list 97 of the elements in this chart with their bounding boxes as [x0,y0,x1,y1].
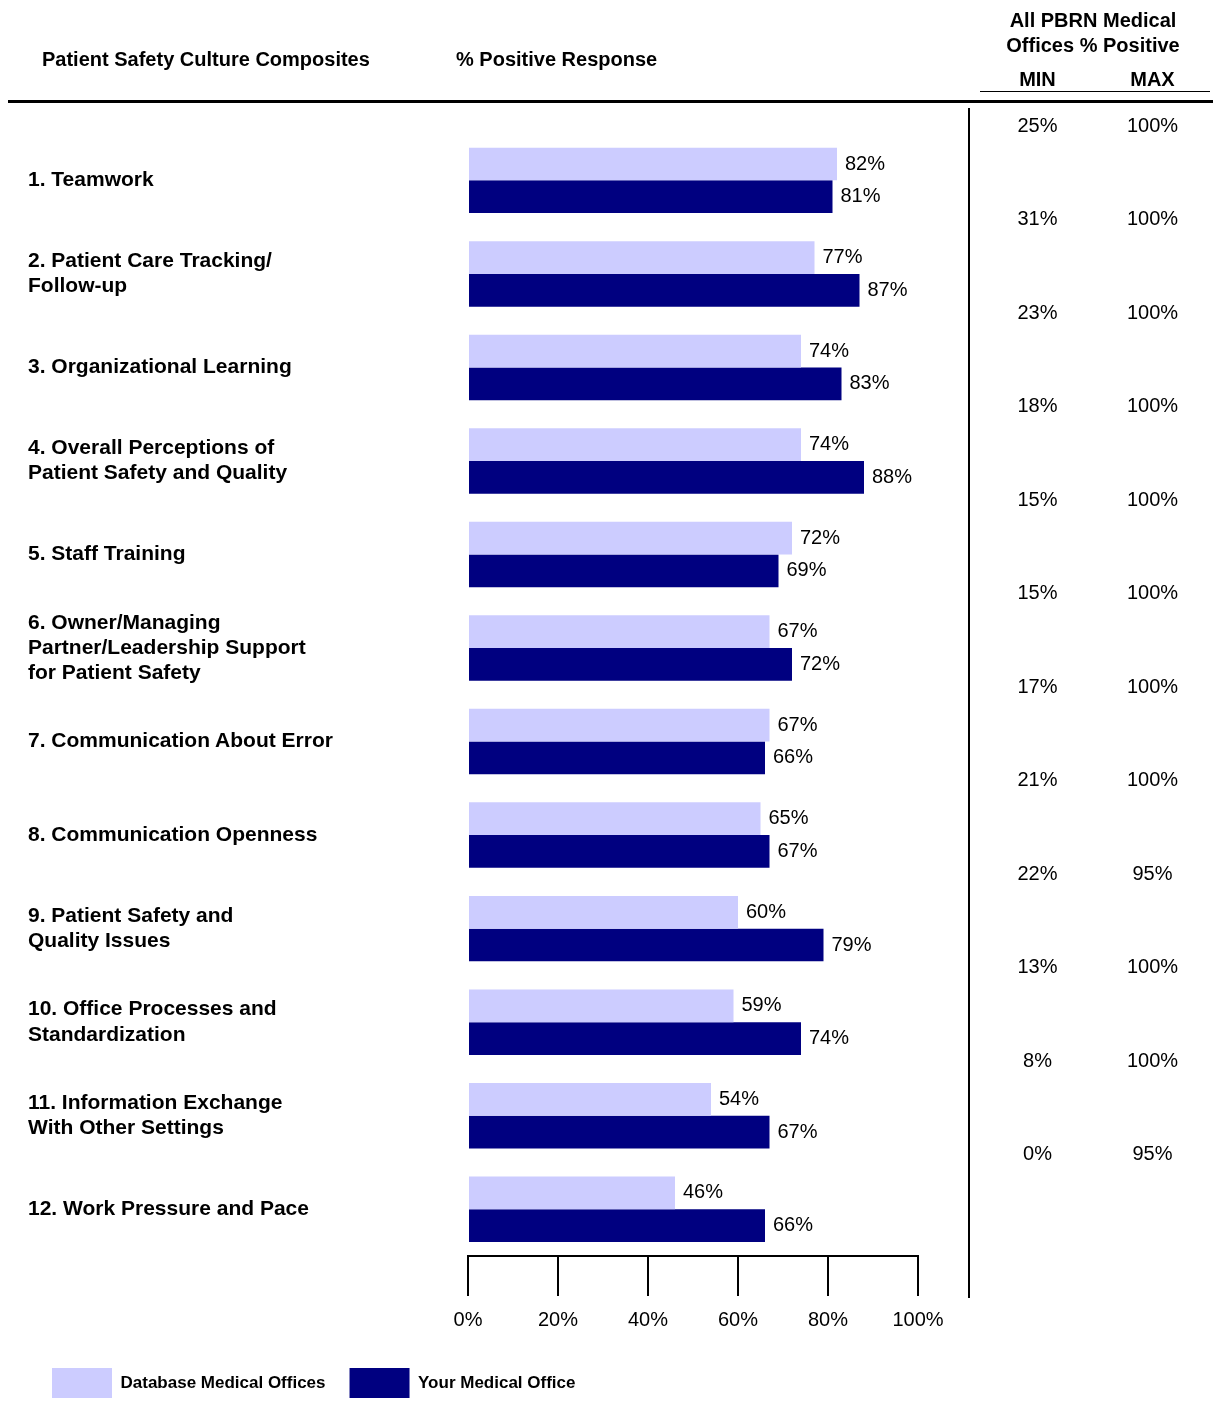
data-label: 65% [768,806,809,829]
x-tick-label: 100% [892,1307,944,1330]
text: 100% [1126,394,1179,417]
text: 100% [1126,300,1179,323]
data-label: 74% [809,338,850,361]
bar [469,147,837,181]
y-tick-label: 6. Owner/Managing Partner/Leadership Support for Patient Safety [28,609,306,684]
text: All PBRN Medical Offices % Positive [1005,8,1181,58]
y-axis-title: Patient Safety Culture Composites [42,48,370,71]
data-label: 60% [746,899,787,922]
bar [469,1022,801,1055]
bar [469,1115,770,1149]
text: 18% [1017,394,1058,417]
text: 100% [1126,207,1179,230]
data-label: 66% [773,1213,814,1236]
bar [469,367,842,401]
y-tick-label: 11. Information Exchange With Other Settings [28,1089,283,1139]
y-tick-label: 7. Communication About Error [28,728,333,752]
data-label: 83% [849,371,890,394]
text: 25% [1017,113,1058,136]
text: 21% [1017,768,1058,791]
text: 15% [1017,487,1058,510]
bar [469,928,824,962]
data-label: 54% [719,1086,760,1109]
data-label: 67% [777,1119,818,1142]
y-tick-label: 5. Staff Training [28,541,186,565]
bar [469,741,765,775]
x-tick-label: 80% [807,1307,849,1330]
text: 23% [1017,300,1058,323]
data-label: 87% [867,277,908,300]
text: 100% [1126,487,1179,510]
text: 100% [1126,113,1179,136]
data-label: 66% [773,745,814,768]
text: 100% [1126,768,1179,791]
text: 17% [1017,674,1058,697]
y-tick-label: 9. Patient Safety and Quality Issues [28,902,234,952]
text: 95% [1132,861,1173,884]
x-tick-label: 40% [627,1307,669,1330]
data-label: 77% [822,245,863,268]
category-label: MAX [1129,68,1176,91]
data-label: 88% [872,464,913,487]
bar [469,1176,675,1210]
data-label: 59% [741,993,782,1016]
y-tick-label: 8. Communication Openness [28,821,318,845]
x-tick-label: 0% [453,1307,483,1330]
bar [469,615,770,649]
text: 22% [1017,861,1058,884]
text: 100% [1126,955,1179,978]
bar [469,460,864,494]
bar [469,835,770,868]
x-tick-label: 20% [537,1307,579,1330]
y-tick-label: 1. Teamwork [28,167,154,191]
bar [469,802,761,836]
bar [469,521,792,555]
text: 100% [1126,581,1179,604]
data-label: 82% [845,151,886,174]
legend-label: Database Medical Offices [120,1372,326,1392]
bar [469,895,738,929]
y-tick-label: 12. Work Pressure and Pace [28,1196,309,1220]
text: 95% [1132,1142,1173,1165]
text: 31% [1017,207,1058,230]
data-label: 69% [786,558,827,581]
text: 8% [1023,1048,1052,1071]
bar [469,1082,711,1116]
bar [469,708,770,742]
bar [469,648,792,681]
chart-title: % Positive Response [456,48,658,71]
data-label: 67% [777,619,818,642]
bar [469,334,801,368]
bar [469,989,734,1023]
bar [469,241,815,274]
data-label: 46% [683,1180,724,1203]
data-label: 72% [800,651,841,674]
data-label: 74% [809,1026,850,1049]
text: 100% [1126,1048,1179,1071]
y-tick-label: 10. Office Processes and Standardization [28,996,277,1045]
bar [469,1209,765,1242]
bar [469,180,833,214]
y-tick-label: 2. Patient Care Tracking/ Follow-up [28,248,273,297]
text: 100% [1126,674,1179,697]
data-label: 72% [800,525,841,548]
bar [469,554,779,588]
bar [469,428,801,461]
data-label: 79% [831,932,872,955]
data-label: 67% [777,712,818,735]
text: 0% [1023,1142,1052,1165]
y-tick-label: 3. Organizational Learning [28,354,292,378]
data-label: 81% [840,184,881,207]
category-label: MIN [1018,68,1057,91]
data-label: 74% [809,432,850,455]
text: 13% [1017,955,1058,978]
legend-label: Your Medical Office [418,1372,576,1392]
data-label: 67% [777,838,818,861]
text: 15% [1017,581,1058,604]
bar [469,273,860,307]
x-tick-label: 60% [717,1307,759,1330]
y-tick-label: 4. Overall Perceptions of Patient Safety and Quality [28,435,288,484]
